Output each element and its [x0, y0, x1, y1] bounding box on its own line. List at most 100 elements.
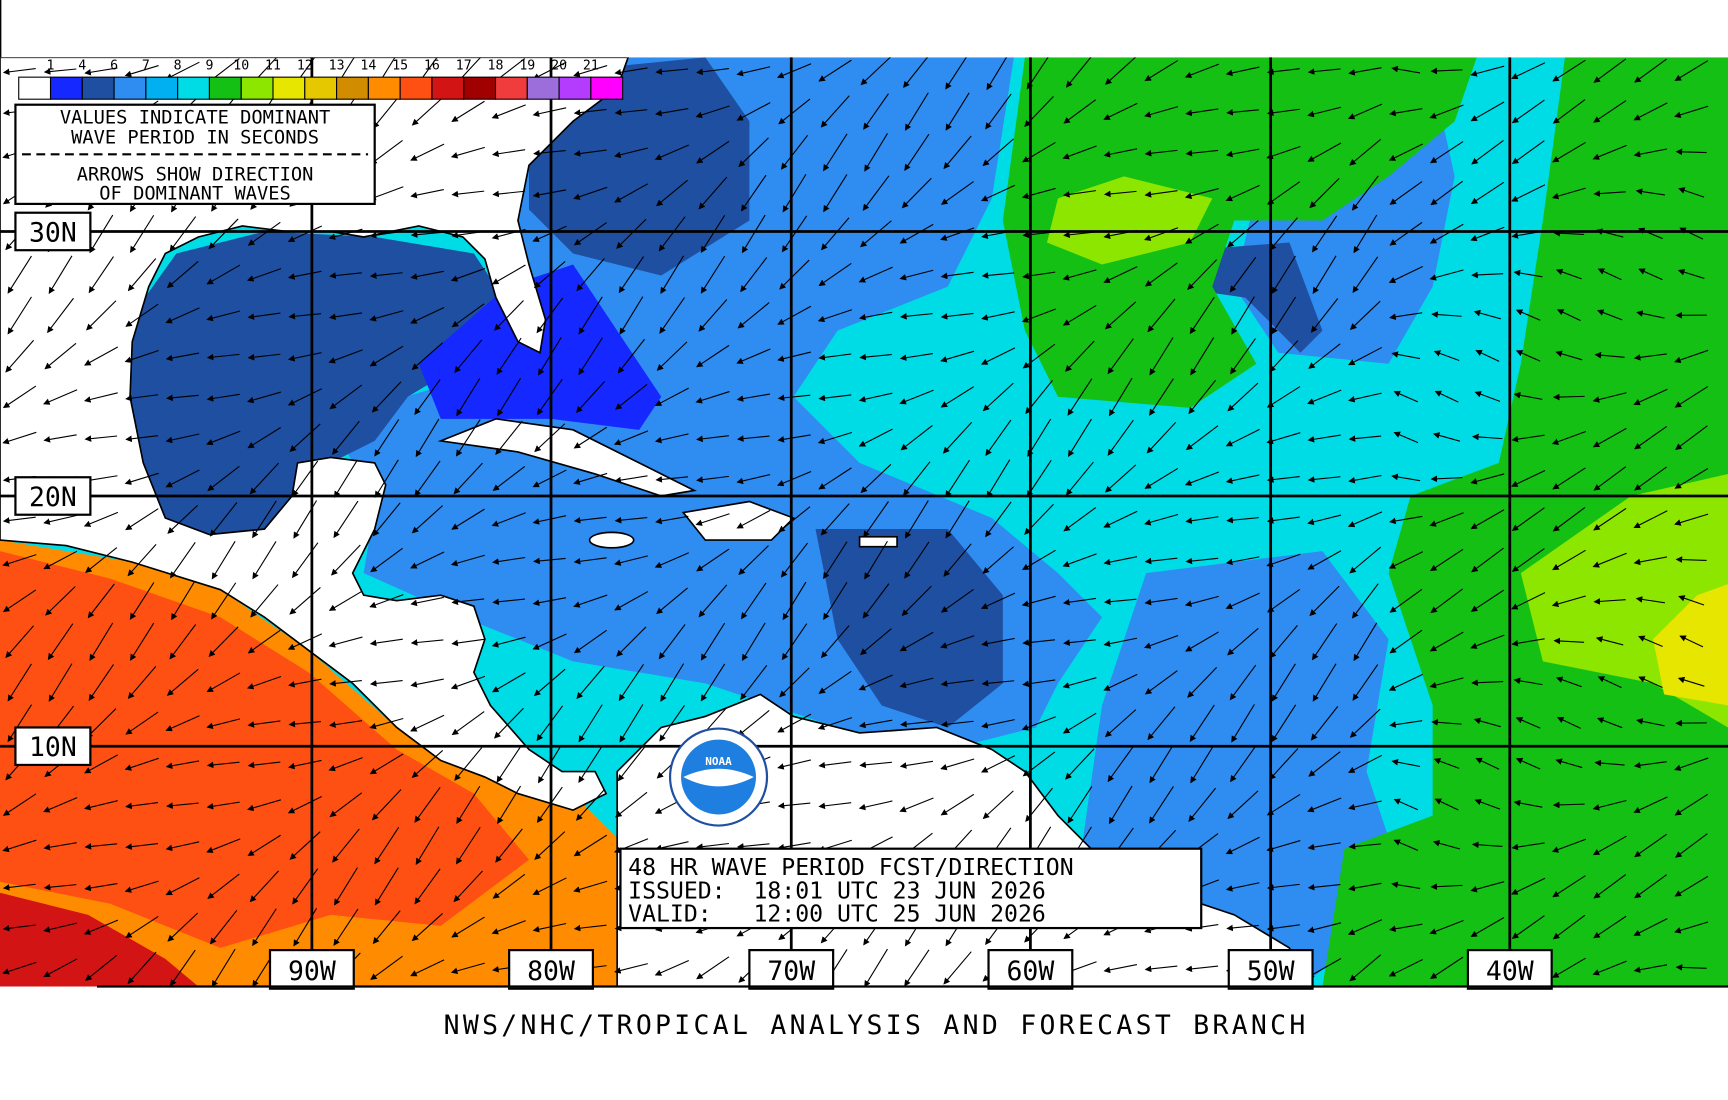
wave-arrow	[206, 672, 241, 693]
wave-arrow	[247, 427, 281, 449]
legend-label: 13	[329, 58, 345, 73]
wave-arrow	[206, 393, 240, 402]
wave-arrow	[211, 582, 237, 620]
wave-arrow	[1185, 965, 1219, 973]
wave-arrow	[860, 57, 892, 86]
wave-arrow	[43, 842, 77, 851]
wave-arrow	[904, 541, 930, 579]
wave-arrow	[369, 638, 403, 647]
wave-arrow	[904, 949, 930, 987]
wave-arrow	[1065, 748, 1095, 780]
wave-arrow	[1475, 757, 1500, 770]
wave-arrow	[1679, 635, 1704, 648]
wave-arrow	[43, 550, 78, 570]
wave-arrow	[1675, 148, 1707, 156]
wave-arrow	[1225, 148, 1260, 158]
wave-arrow	[1552, 957, 1586, 978]
wave-arrow	[411, 342, 444, 371]
wave-arrow	[83, 919, 119, 935]
wave-arrow	[1472, 433, 1503, 441]
legend-swatch	[145, 76, 179, 100]
wave-arrow	[777, 842, 811, 851]
wave-arrow	[252, 541, 277, 580]
wave-arrow	[47, 623, 74, 661]
wave-arrow	[903, 57, 929, 89]
wave-arrow	[1592, 799, 1627, 811]
wave-arrow	[1062, 190, 1097, 198]
wave-arrow	[1307, 550, 1342, 570]
wave-arrow	[207, 465, 240, 492]
wave-arrow	[369, 594, 404, 608]
wave-arrow	[497, 785, 522, 825]
wave-arrow	[496, 745, 522, 783]
wave-arrow	[1266, 553, 1301, 567]
wave-arrow	[777, 305, 812, 325]
lon-label: 60W	[1007, 956, 1055, 987]
wave-arrow	[1429, 104, 1464, 119]
lon-label-box	[987, 948, 1074, 990]
wave-arrow	[496, 337, 522, 375]
wave-arrow	[1225, 882, 1260, 892]
wave-arrow	[165, 433, 200, 444]
wave-arrow	[166, 668, 199, 696]
wave-arrow	[165, 307, 200, 324]
wave-arrow	[292, 868, 319, 905]
wave-arrow	[740, 582, 767, 620]
wave-arrow	[451, 508, 485, 530]
wave-arrow	[1108, 377, 1133, 417]
wave-arrow	[169, 216, 197, 252]
wave-arrow	[614, 516, 648, 524]
wave-arrow	[1633, 964, 1668, 973]
wave-arrow	[1470, 65, 1505, 77]
wave-arrow	[1513, 391, 1543, 400]
wave-arrow	[1594, 351, 1625, 359]
wave-arrow	[736, 473, 771, 485]
wave-arrow	[492, 190, 525, 198]
wave-arrow	[899, 677, 934, 689]
lon-label: 70W	[767, 956, 815, 987]
wave-arrow	[1229, 256, 1257, 293]
wave-arrow	[1511, 184, 1546, 202]
wave-arrow	[1389, 221, 1423, 246]
wave-arrow	[1348, 67, 1382, 76]
wave-arrow	[1227, 220, 1259, 248]
lat-label-box	[14, 726, 92, 767]
wave-arrow	[415, 826, 440, 865]
wave-arrow	[372, 910, 401, 945]
wave-arrow	[859, 353, 892, 361]
wave-arrow	[165, 841, 200, 852]
wave-arrow	[1103, 266, 1138, 283]
wave-arrow	[370, 955, 403, 980]
wave-arrow	[1227, 790, 1259, 820]
wave-arrow	[1188, 379, 1216, 415]
wave-arrow	[1393, 839, 1419, 851]
info-issued: ISSUED: 18:01 UTC 23 JUN 2026	[628, 878, 1046, 904]
wave-arrow	[1348, 346, 1383, 366]
wave-arrow	[451, 303, 485, 328]
wave-arrow	[736, 509, 771, 529]
wave-arrow	[695, 513, 730, 526]
wave-arrow	[1470, 881, 1505, 893]
lon-label-box	[1227, 948, 1314, 990]
wave-arrow	[700, 215, 726, 253]
wave-arrow	[696, 435, 729, 443]
wave-arrow	[2, 68, 36, 76]
wave-arrow	[740, 257, 768, 293]
wave-arrow	[864, 948, 888, 987]
wave-arrow	[334, 867, 358, 906]
wave-arrow	[1471, 139, 1504, 165]
wave-arrow	[1595, 636, 1624, 646]
wave-arrow	[1348, 474, 1382, 484]
wave-arrow	[1511, 842, 1545, 851]
wave-arrow	[1143, 227, 1179, 241]
wave-arrow	[1515, 717, 1541, 729]
wave-arrow	[1021, 716, 1056, 731]
wave-arrow	[1062, 304, 1097, 326]
wave-arrow	[985, 501, 1012, 538]
wave-arrow	[1633, 388, 1668, 406]
wave-arrow	[1552, 99, 1586, 124]
wave-arrow	[414, 868, 441, 905]
wave-arrow	[1677, 676, 1705, 687]
wave-arrow	[2, 839, 37, 853]
wave-arrow	[1596, 717, 1623, 729]
